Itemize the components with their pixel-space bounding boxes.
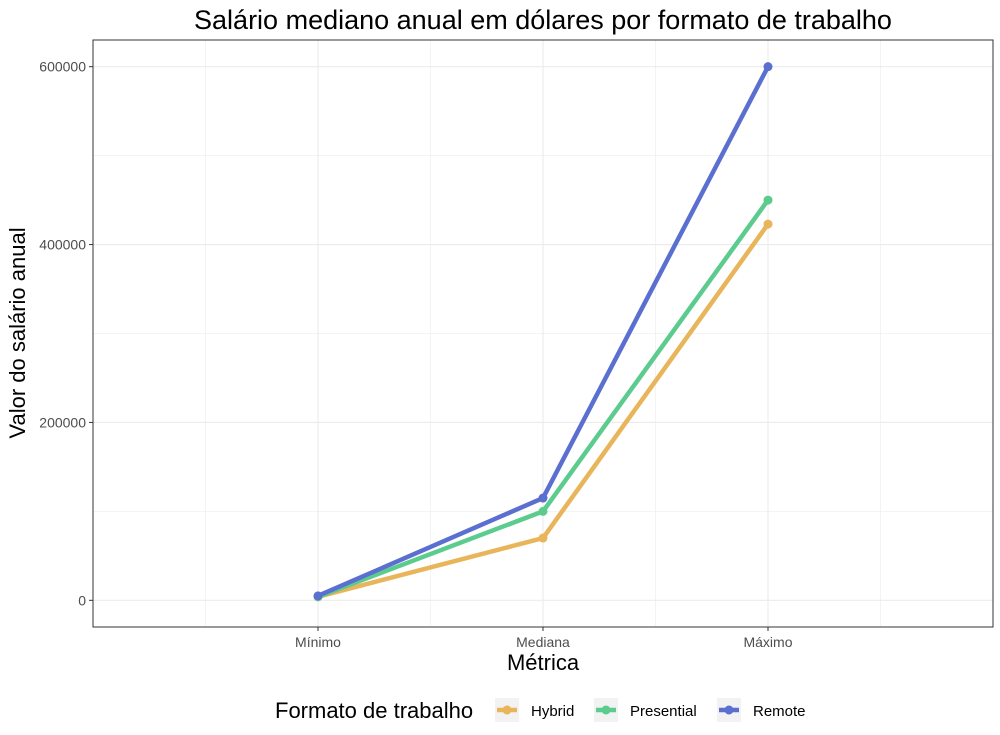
y-tick-label: 400000 — [39, 237, 86, 253]
data-point — [538, 493, 548, 503]
data-point — [763, 219, 773, 229]
chart-title: Salário mediano anual em dólares por for… — [194, 5, 892, 35]
legend: Formato de trabalho Hybrid Presential Remo… — [275, 698, 806, 723]
y-tick-label: 0 — [78, 592, 86, 608]
legend-key-point — [724, 705, 734, 715]
legend-key-point — [601, 705, 611, 715]
grid-lines — [93, 40, 993, 627]
axis-ticks: 0 200000 400000 600000 Mínimo Mediana Máximo — [39, 59, 792, 650]
data-point — [313, 591, 323, 601]
legend-key-point — [502, 705, 512, 715]
legend-label: Presential — [630, 703, 697, 720]
x-tick-label: Máximo — [743, 634, 792, 650]
legend-label: Hybrid — [531, 703, 574, 720]
data-point — [538, 533, 548, 543]
data-point — [763, 62, 773, 72]
legend-item-hybrid: Hybrid — [495, 698, 574, 722]
y-axis-title: Valor do salário anual — [5, 227, 30, 438]
x-tick-label: Mediana — [516, 634, 570, 650]
legend-item-presential: Presential — [594, 698, 697, 722]
series-layer — [313, 62, 773, 602]
x-axis-title: Métrica — [507, 650, 580, 675]
data-point — [538, 506, 548, 516]
data-point — [763, 195, 773, 205]
x-tick-label: Mínimo — [295, 634, 341, 650]
legend-item-remote: Remote — [717, 698, 806, 722]
legend-title: Formato de trabalho — [275, 698, 473, 723]
series-remote — [313, 62, 773, 601]
y-tick-label: 600000 — [39, 59, 86, 75]
legend-label: Remote — [753, 703, 806, 720]
y-tick-label: 200000 — [39, 414, 86, 430]
